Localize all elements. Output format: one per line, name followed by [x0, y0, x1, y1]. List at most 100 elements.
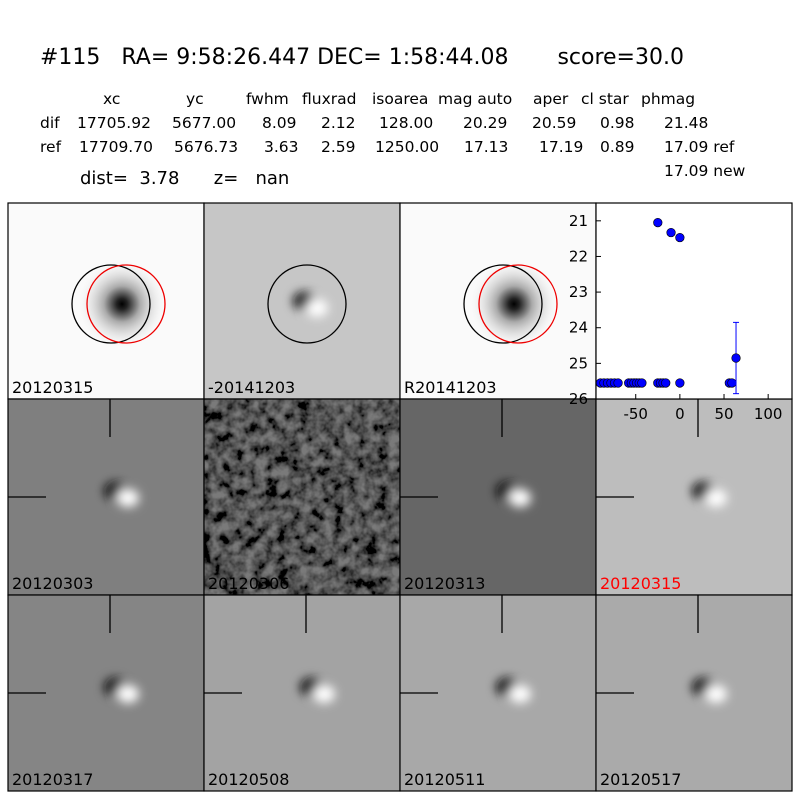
cutout: 20120315: [7, 202, 205, 400]
y-tick-label: 21: [569, 212, 588, 230]
ref-circle: [71, 264, 151, 344]
cutout-label: 20120306: [208, 574, 289, 593]
new-circle: [478, 264, 558, 344]
dipole-pos: [509, 685, 531, 703]
cell: 8.09: [262, 114, 297, 132]
column-header: isoarea: [372, 90, 428, 108]
cutout: 20120511: [399, 594, 597, 792]
stats-table: xc yc fwhm fluxrad isoarea mag auto aper cl sta…: [40, 90, 735, 156]
point: [727, 378, 737, 388]
dipole: [300, 678, 335, 703]
title: #115 RA= 9:58:26.447 DEC= 1:58:44.08 sco…: [40, 45, 684, 70]
cell: 21.48: [664, 114, 708, 132]
column-header: fwhm: [246, 90, 289, 108]
dipole: [104, 678, 139, 703]
column-header: yc: [186, 90, 204, 108]
dipole: [496, 678, 531, 703]
cell: 128.00: [379, 114, 433, 132]
cell: 5677.00: [172, 114, 236, 132]
point: [613, 378, 623, 388]
star: [77, 259, 167, 349]
cell: 20.29: [463, 114, 507, 132]
cutout: 20120313: [399, 398, 597, 596]
x-tick-label: 100: [754, 405, 783, 423]
plot-area: [596, 203, 792, 399]
column-header: cl star: [581, 90, 629, 108]
cell: 1250.00: [375, 138, 439, 156]
column-header: aper: [533, 90, 569, 108]
new-circle: [86, 264, 166, 344]
cutout-image: [204, 399, 400, 595]
dipole: [496, 482, 531, 507]
cell: 17.13: [464, 138, 508, 156]
cutout-border: [595, 594, 793, 792]
new-mag: 17.09 new: [664, 162, 746, 180]
cell: 3.63: [264, 138, 299, 156]
x-tick-label: -50: [623, 405, 648, 423]
point: [675, 378, 685, 388]
y-tick-label: 25: [569, 354, 588, 372]
ref-circle: [267, 264, 347, 344]
column-header: fluxrad: [302, 90, 356, 108]
cell: 17705.92: [77, 114, 151, 132]
dipole-pos: [705, 489, 727, 507]
dipole-pos: [117, 489, 139, 507]
dipole-pos: [705, 685, 727, 703]
dipole: [293, 292, 328, 317]
cutout: 20120508: [203, 594, 401, 792]
cell: 5676.73: [174, 138, 238, 156]
cutout: 20120303: [7, 398, 205, 596]
x-tick-label: 0: [675, 405, 685, 423]
dipole: [104, 482, 139, 507]
plot-border: [595, 202, 793, 400]
cutout-label: 20120517: [600, 770, 681, 789]
point: [666, 227, 676, 238]
point: [637, 378, 647, 388]
points: [596, 218, 741, 395]
cutout-label: 20120511: [404, 770, 485, 789]
dist-line: dist= 3.78 z= nan: [80, 168, 289, 189]
cutout-label: 20120317: [12, 770, 93, 789]
dipole-pos: [509, 489, 531, 507]
cell: 20.59: [532, 114, 576, 132]
cell: 0.89: [600, 138, 635, 156]
ref-circle: [463, 264, 543, 344]
cutout: 20120315: [595, 398, 793, 596]
cutout: -20141203: [203, 202, 401, 400]
cutout: 20120306: [203, 398, 401, 596]
cutout-label: 20120315: [12, 378, 93, 397]
lightcurve: 21 22 23 24 25 26 -50 0 50 100: [569, 202, 793, 423]
cutout-label: 20120303: [12, 574, 93, 593]
y-tick-label: 23: [569, 283, 588, 301]
cell: 17.09 ref: [664, 138, 735, 156]
cutout: R20141203: [399, 202, 597, 400]
cell: 17.19: [539, 138, 583, 156]
cell: 17709.70: [79, 138, 153, 156]
dipole-pos: [117, 685, 139, 703]
panel-grid: 20120315 -20141203 R20141203 20120303 201203…: [7, 202, 793, 792]
dipole-pos: [313, 685, 335, 703]
y-tick-label: 26: [569, 390, 588, 408]
y-tick-label: 24: [569, 319, 588, 337]
cell: 2.59: [321, 138, 356, 156]
cutout-label: -20141203: [208, 378, 295, 397]
column-header: phmag: [641, 90, 695, 108]
star: [469, 259, 559, 349]
cutout-label: 20120315: [600, 574, 681, 593]
row-label: ref: [40, 138, 62, 156]
dipole: [692, 482, 727, 507]
cutout-label: R20141203: [404, 378, 497, 397]
dipole: [692, 678, 727, 703]
point: [653, 218, 663, 228]
cutout-label: 20120313: [404, 574, 485, 593]
point: [675, 232, 685, 243]
point: [661, 378, 671, 388]
point: [731, 353, 741, 363]
cell: 2.12: [321, 114, 356, 132]
y-tick-label: 22: [569, 247, 588, 265]
cutout-label: 20120508: [208, 770, 289, 789]
row-label: dif: [40, 114, 60, 132]
column-header: mag auto: [438, 90, 512, 108]
x-tick-label: 50: [714, 405, 733, 423]
